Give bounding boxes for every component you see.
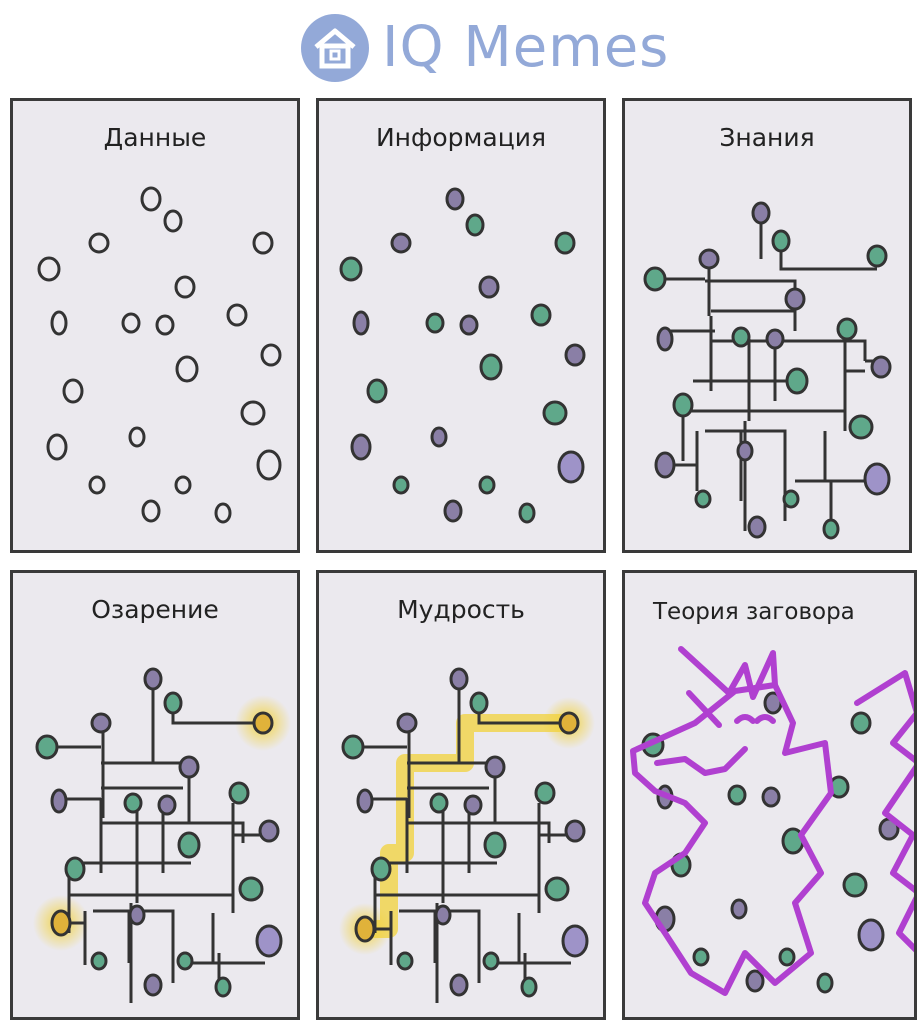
panel-data: Данные [10, 98, 300, 553]
panel-title: Знания [719, 123, 815, 152]
network-with-highlighted-path-illustration [339, 667, 595, 1003]
panel-insight: Озарение [10, 570, 300, 1020]
panel-knowledge: Знания [622, 98, 912, 553]
brand-name: IQ Memes [382, 15, 670, 80]
panel-title: Мудрость [397, 595, 525, 624]
panel-information: Информация [316, 98, 606, 553]
brand-header: IQ Memes [300, 8, 669, 88]
house-logo-icon [301, 14, 369, 82]
panel-title: Информация [375, 123, 547, 152]
panel-title: Озарение [91, 595, 219, 624]
panel-wisdom: Мудрость [316, 570, 606, 1020]
scattered-dots-illustration [37, 186, 282, 524]
unicorn-connected-dots-illustration [630, 646, 914, 996]
connected-network-illustration [643, 201, 892, 540]
colored-dots-illustration [339, 187, 586, 524]
network-with-highlighted-nodes-illustration [33, 667, 291, 1003]
panel-conspiracy-theory: Теория заговора [622, 570, 917, 1020]
panel-title: Теория заговора [653, 599, 855, 625]
panel-title: Данные [103, 123, 207, 152]
